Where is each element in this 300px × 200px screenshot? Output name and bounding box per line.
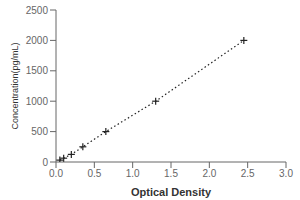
svg-text:0.5: 0.5	[87, 168, 101, 179]
svg-text:2500: 2500	[26, 5, 49, 16]
svg-text:2.5: 2.5	[241, 168, 255, 179]
svg-text:Optical Density: Optical Density	[131, 186, 212, 198]
svg-text:1000: 1000	[26, 96, 49, 107]
svg-text:1.0: 1.0	[126, 168, 140, 179]
svg-text:2000: 2000	[26, 35, 49, 46]
svg-text:3.0: 3.0	[279, 168, 292, 179]
svg-text:1.5: 1.5	[164, 168, 178, 179]
svg-text:0: 0	[42, 157, 48, 168]
svg-text:1500: 1500	[26, 65, 49, 76]
svg-text:2.0: 2.0	[202, 168, 216, 179]
svg-text:0.0: 0.0	[49, 168, 63, 179]
svg-text:Concentration(pg/mL): Concentration(pg/mL)	[10, 42, 20, 129]
svg-text:500: 500	[31, 126, 48, 137]
